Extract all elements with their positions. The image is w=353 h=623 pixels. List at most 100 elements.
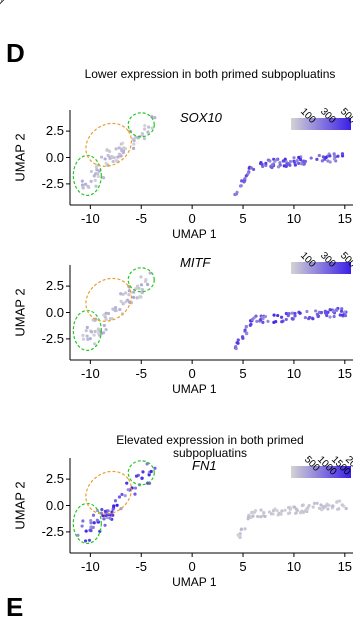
data-point <box>84 329 88 333</box>
data-point <box>111 507 115 511</box>
data-point <box>95 518 100 522</box>
data-point <box>153 466 157 470</box>
data-point <box>149 469 153 474</box>
data-point <box>263 314 268 319</box>
data-point <box>115 503 119 507</box>
x-tick-label: -5 <box>135 366 148 381</box>
data-point <box>104 327 108 332</box>
data-point <box>153 115 157 120</box>
y-tick-label: -2.5 <box>41 330 64 346</box>
x-tick-label: -5 <box>135 211 148 226</box>
data-point <box>96 172 100 176</box>
data-point <box>89 525 93 529</box>
data-point <box>273 159 277 163</box>
data-point <box>251 514 255 518</box>
data-point <box>281 159 285 163</box>
data-point <box>343 314 348 318</box>
x-axis-label: UMAP 1 <box>172 227 217 241</box>
data-point <box>311 505 315 509</box>
data-point <box>275 157 279 162</box>
data-point <box>319 310 324 315</box>
data-point <box>290 311 294 315</box>
data-point <box>292 505 297 509</box>
data-point <box>305 309 309 314</box>
data-point <box>235 341 239 345</box>
data-point <box>236 338 240 342</box>
data-point <box>133 486 138 490</box>
y-axis-label: UMAP 2 <box>12 132 28 182</box>
data-point <box>301 510 306 514</box>
data-point <box>251 510 255 515</box>
data-point <box>280 509 284 513</box>
data-point <box>81 333 85 337</box>
data-point <box>120 492 124 497</box>
data-point <box>117 152 122 156</box>
data-point <box>104 311 108 315</box>
data-point <box>104 317 108 321</box>
data-point <box>243 177 247 181</box>
data-point <box>125 481 129 485</box>
data-point <box>283 508 287 512</box>
data-point <box>102 313 106 317</box>
data-point <box>113 305 118 310</box>
data-point <box>119 299 123 303</box>
data-point <box>260 162 264 166</box>
data-point <box>267 510 272 514</box>
data-point <box>106 153 110 158</box>
data-point <box>285 162 289 166</box>
data-point <box>335 507 340 511</box>
x-tick-label: -10 <box>80 366 100 381</box>
data-point <box>112 155 116 160</box>
data-point <box>311 317 315 321</box>
data-point <box>262 511 266 515</box>
data-point <box>284 311 288 316</box>
data-point <box>280 320 284 324</box>
data-point <box>331 504 335 508</box>
data-point <box>132 138 136 143</box>
panel-letter-d: D <box>6 38 25 68</box>
data-point <box>259 515 263 519</box>
data-point <box>80 524 84 528</box>
y-tick-label: 2.5 <box>45 123 64 139</box>
data-point <box>108 516 112 520</box>
data-point <box>103 523 107 527</box>
corner-label: d <box>0 0 6 7</box>
data-point <box>340 503 344 507</box>
data-point <box>131 295 136 299</box>
umap-plot-mitf <box>66 265 353 364</box>
data-point <box>141 470 145 474</box>
x-tick-label: 5 <box>239 366 247 381</box>
x-tick-label: -10 <box>80 211 100 226</box>
data-point <box>317 153 321 158</box>
data-point <box>278 161 282 165</box>
data-point <box>135 284 140 288</box>
x-tick-label: 10 <box>286 366 302 381</box>
orange-ellipse-middle <box>85 122 133 167</box>
data-point <box>150 126 154 130</box>
data-point <box>134 287 138 291</box>
data-point <box>86 337 90 341</box>
data-point <box>242 180 246 184</box>
data-point <box>134 474 139 478</box>
data-point <box>94 184 98 188</box>
x-tick-label: 15 <box>337 211 353 226</box>
data-point <box>239 527 244 531</box>
data-point <box>270 163 274 167</box>
x-tick-label: 0 <box>188 211 196 226</box>
data-point <box>272 313 276 317</box>
data-point <box>341 313 345 317</box>
data-point <box>142 137 147 141</box>
data-point <box>297 155 301 160</box>
data-point <box>295 158 299 163</box>
data-point <box>293 311 297 316</box>
data-point <box>319 503 323 507</box>
data-point <box>84 529 88 533</box>
data-point <box>293 314 297 318</box>
orange-ellipse-middle <box>85 470 133 515</box>
data-point <box>111 159 115 164</box>
gene-title-fn1: FN1 <box>192 458 217 473</box>
data-point <box>127 293 131 297</box>
data-point <box>244 324 248 329</box>
y-tick-label: 0.0 <box>45 304 64 320</box>
data-point <box>333 154 337 158</box>
